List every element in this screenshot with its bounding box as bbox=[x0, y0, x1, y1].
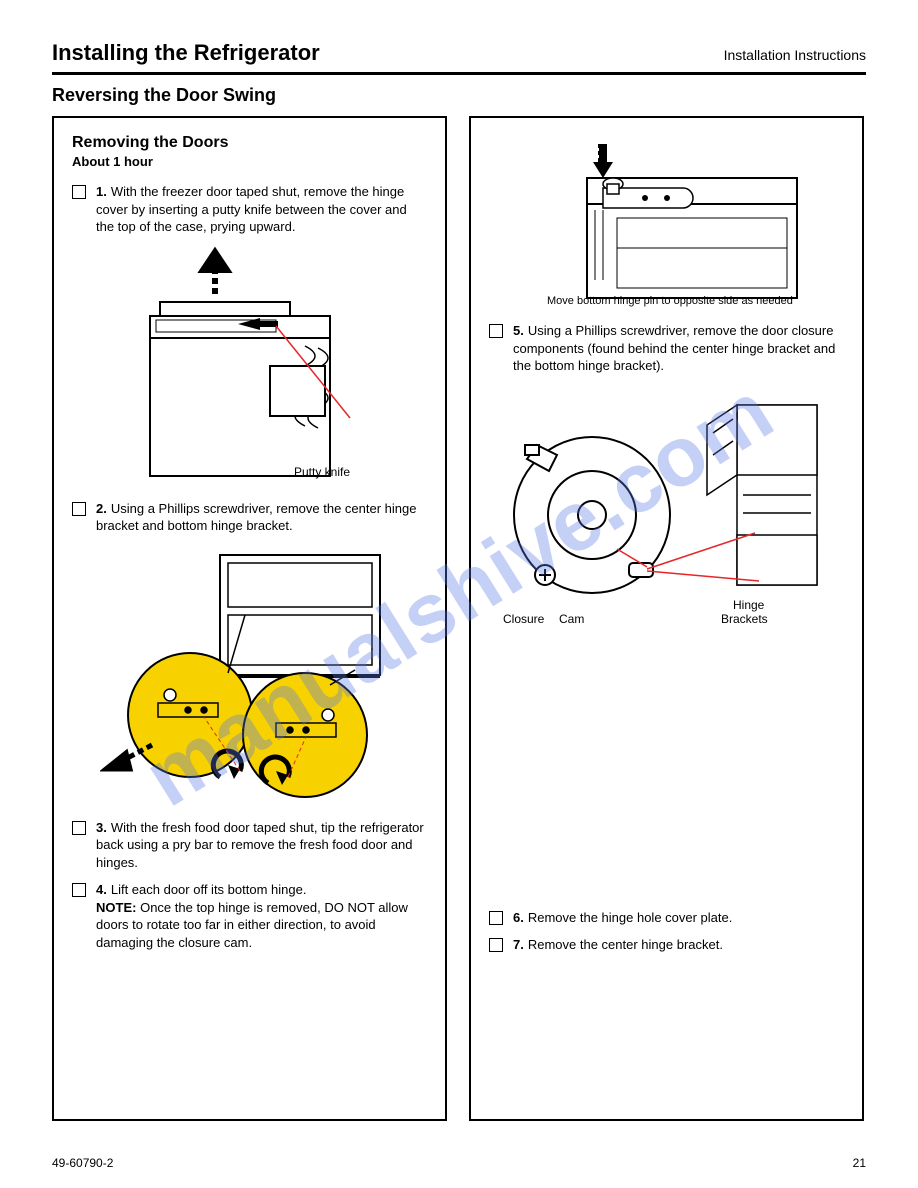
page: manualshive.com Installing the Refrigera… bbox=[0, 0, 918, 1188]
step-7-text: 7. Remove the center hinge bracket. bbox=[513, 936, 723, 954]
section-title: Reversing the Door Swing bbox=[52, 85, 866, 106]
step-6-body: Remove the hinge hole cover plate. bbox=[528, 910, 733, 925]
left-column: Removing the Doors About 1 hour 1.With t… bbox=[52, 116, 447, 1121]
step-6-num: 6. bbox=[513, 910, 524, 925]
step-1-text: 1.With the freezer door taped shut, remo… bbox=[96, 183, 427, 236]
step-1-num: 1. bbox=[96, 184, 107, 199]
step-3-num: 3. bbox=[96, 820, 107, 835]
columns: Removing the Doors About 1 hour 1.With t… bbox=[52, 116, 866, 1121]
step-1: 1.With the freezer door taped shut, remo… bbox=[72, 183, 427, 236]
checkbox-icon bbox=[72, 821, 86, 835]
step-6: 6. Remove the hinge hole cover plate. bbox=[489, 909, 844, 927]
figure-3-svg: Move bottom hinge pin to opposite side a… bbox=[517, 138, 817, 308]
step-2-num: 2. bbox=[96, 501, 107, 516]
step-5: 5.Using a Phillips screwdriver, remove t… bbox=[489, 322, 844, 375]
svg-text:Closure: Closure bbox=[503, 612, 545, 626]
checkbox-icon bbox=[72, 502, 86, 516]
step-2-text: 2.Using a Phillips screwdriver, remove t… bbox=[96, 500, 427, 535]
checkbox-icon bbox=[489, 938, 503, 952]
svg-text:Move bottom hinge pin to oppos: Move bottom hinge pin to opposite side a… bbox=[547, 295, 793, 307]
step-7-num: 7. bbox=[513, 937, 524, 952]
figure-4: Closure Cam Hinge Brackets bbox=[489, 385, 844, 635]
step-5-body: Using a Phillips screwdriver, remove the… bbox=[513, 323, 835, 373]
step-6-text: 6. Remove the hinge hole cover plate. bbox=[513, 909, 732, 927]
step-5-num: 5. bbox=[513, 323, 524, 338]
footer-right: 21 bbox=[853, 1156, 866, 1170]
header-bar: Installing the Refrigerator Installation… bbox=[52, 40, 866, 75]
step-4-note-head: NOTE: bbox=[96, 900, 136, 915]
step-3-body: With the fresh food door taped shut, tip… bbox=[96, 820, 424, 870]
step-4-body: Lift each door off its bottom hinge. bbox=[111, 882, 307, 897]
step-4-note-body: Once the top hinge is removed, DO NOT al… bbox=[96, 900, 408, 950]
page-footer: 49-60790-2 21 bbox=[52, 1156, 866, 1170]
checkbox-icon bbox=[72, 883, 86, 897]
step-4: 4. Lift each door off its bottom hinge. NO… bbox=[72, 881, 427, 951]
figure-1-svg: Putty knife bbox=[120, 246, 380, 486]
header-right: Installation Instructions bbox=[724, 47, 866, 63]
step-5-text: 5.Using a Phillips screwdriver, remove t… bbox=[513, 322, 844, 375]
footer-left: 49-60790-2 bbox=[52, 1156, 113, 1170]
step-7: 7. Remove the center hinge bracket. bbox=[489, 936, 844, 954]
spacer bbox=[489, 649, 844, 909]
svg-text:Hinge: Hinge bbox=[733, 598, 765, 612]
checkbox-icon bbox=[72, 185, 86, 199]
svg-text:Brackets: Brackets bbox=[721, 612, 768, 626]
figure-2-svg bbox=[100, 545, 400, 805]
step-2-body: Using a Phillips screwdriver, remove the… bbox=[96, 501, 416, 534]
right-column: Move bottom hinge pin to opposite side a… bbox=[469, 116, 864, 1121]
step-3-text: 3.With the fresh food door taped shut, t… bbox=[96, 819, 427, 872]
left-heading: Removing the Doors bbox=[72, 134, 427, 152]
step-1-body: With the freezer door taped shut, remove… bbox=[96, 184, 407, 234]
step-7-body: Remove the center hinge bracket. bbox=[528, 937, 723, 952]
figure-3: Move bottom hinge pin to opposite side a… bbox=[489, 138, 844, 308]
page-title: Installing the Refrigerator bbox=[52, 40, 320, 66]
step-4-num: 4. bbox=[96, 882, 107, 897]
step-2: 2.Using a Phillips screwdriver, remove t… bbox=[72, 500, 427, 535]
left-time: About 1 hour bbox=[72, 154, 427, 169]
figure-2 bbox=[72, 545, 427, 805]
figure-1: Putty knife bbox=[72, 246, 427, 486]
step-3: 3.With the fresh food door taped shut, t… bbox=[72, 819, 427, 872]
step-4-text: 4. Lift each door off its bottom hinge. NO… bbox=[96, 881, 427, 951]
svg-text:Cam: Cam bbox=[559, 612, 584, 626]
fig1-label: Putty knife bbox=[294, 465, 350, 479]
checkbox-icon bbox=[489, 911, 503, 925]
checkbox-icon bbox=[489, 324, 503, 338]
figure-4-svg: Closure Cam Hinge Brackets bbox=[497, 385, 837, 635]
